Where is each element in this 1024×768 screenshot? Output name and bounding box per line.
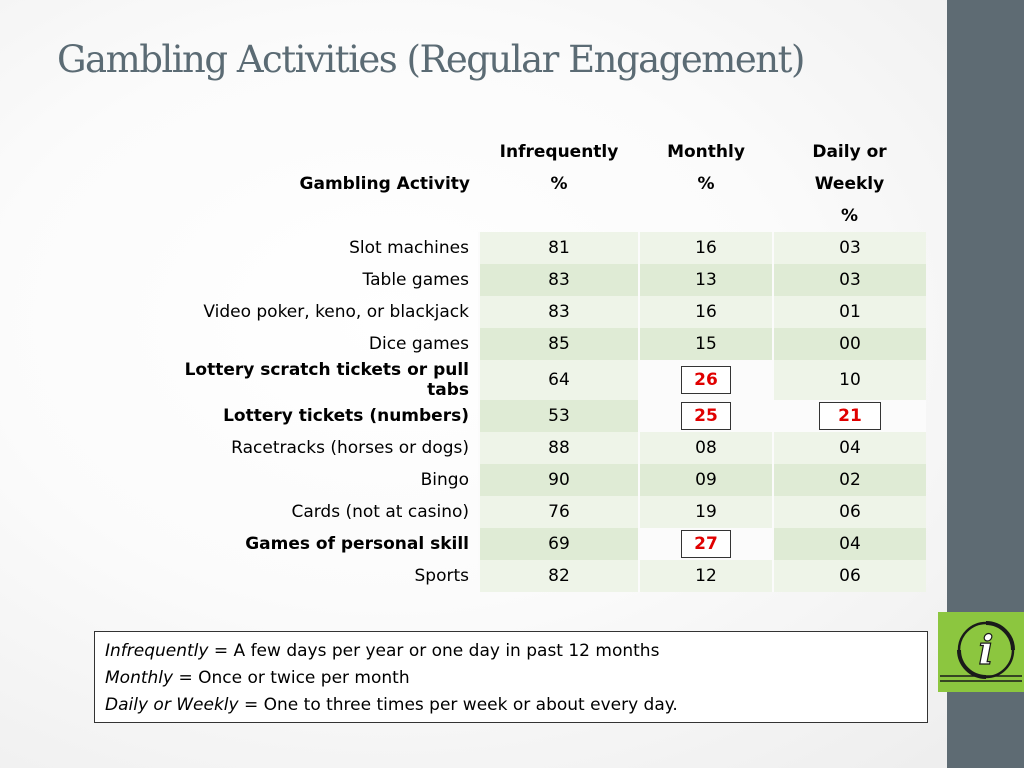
activity-name: Bingo	[420, 470, 469, 490]
monthly-value: 13	[638, 264, 773, 296]
daily-weekly-value: 06	[772, 560, 926, 592]
table-row: Racetracks (horses or dogs) 88 08 04	[142, 432, 926, 464]
table-header-row: Gambling Activity Infrequently % Monthly…	[142, 136, 926, 232]
table-row: Slot machines 81 16 03	[142, 232, 926, 264]
header-monthly: Monthly %	[639, 136, 773, 232]
daily-weekly-value: 00	[772, 328, 926, 360]
header-infrequently: Infrequently %	[479, 136, 639, 232]
header-gambling-activity: Gambling Activity	[299, 174, 470, 194]
activity-name: Slot machines	[349, 238, 469, 258]
highlight-box: 25	[681, 402, 731, 430]
activity-name: Video poker, keno, or blackjack	[203, 302, 469, 322]
infrequently-value: 90	[478, 464, 639, 496]
infrequently-value: 64	[478, 360, 639, 400]
table-row: Bingo 90 09 02	[142, 464, 926, 496]
infrequently-value: 81	[478, 232, 639, 264]
monthly-value: 09	[638, 464, 773, 496]
legend-term: Infrequently	[105, 641, 209, 661]
activity-name: Racetracks (horses or dogs)	[231, 438, 469, 458]
monthly-value: 08	[638, 432, 773, 464]
activity-name: Games of personal skill	[245, 534, 469, 554]
daily-weekly-value: 04	[772, 528, 926, 560]
page-title: Gambling Activities (Regular Engagement)	[57, 38, 805, 81]
header-daily-unit: %	[840, 206, 859, 226]
header-infrequently-unit: %	[550, 174, 568, 194]
monthly-value-highlight: 27	[638, 528, 773, 560]
header-monthly-label: Monthly	[667, 142, 745, 162]
definitions-legend: Infrequently = A few days per year or on…	[94, 631, 928, 723]
table-row: Games of personal skill 69 27 04	[142, 528, 926, 560]
legend-daily-weekly: Daily or Weekly = One to three times per…	[105, 692, 927, 719]
highlight-box: 21	[819, 402, 881, 430]
infrequently-value: 83	[478, 264, 639, 296]
header-daily-label-2: Weekly	[814, 174, 885, 194]
daily-weekly-value: 04	[772, 432, 926, 464]
legend-term: Daily or Weekly	[105, 695, 239, 715]
infrequently-value: 88	[478, 432, 639, 464]
daily-weekly-value-highlight: 21	[772, 400, 926, 432]
monthly-value: 15	[638, 328, 773, 360]
activity-name: Lottery tickets (numbers)	[223, 406, 469, 426]
table-row: Cards (not at casino) 76 19 06	[142, 496, 926, 528]
info-icon: i	[938, 612, 1024, 692]
table-row: Lottery scratch tickets or pull tabs 64 …	[142, 360, 926, 400]
svg-text:i: i	[978, 627, 993, 674]
legend-monthly: Monthly = Once or twice per month	[105, 665, 927, 692]
infrequently-value: 53	[478, 400, 639, 432]
table-row: Table games 83 13 03	[142, 264, 926, 296]
infrequently-value: 69	[478, 528, 639, 560]
legend-term: Monthly	[105, 668, 174, 688]
table-row: Video poker, keno, or blackjack 83 16 01	[142, 296, 926, 328]
table-row: Sports 82 12 06	[142, 560, 926, 592]
activity-name: Sports	[414, 566, 470, 586]
table-row: Lottery tickets (numbers) 53 25 21	[142, 400, 926, 432]
activity-name: Table games	[362, 270, 469, 290]
monthly-value-highlight: 26	[638, 360, 773, 400]
monthly-value: 16	[638, 296, 773, 328]
gambling-activity-table: Gambling Activity Infrequently % Monthly…	[142, 136, 926, 592]
monthly-value: 16	[638, 232, 773, 264]
infrequently-value: 83	[478, 296, 639, 328]
daily-weekly-value: 03	[772, 264, 926, 296]
daily-weekly-value: 02	[772, 464, 926, 496]
highlight-box: 27	[681, 530, 731, 558]
daily-weekly-value: 03	[772, 232, 926, 264]
activity-name: Dice games	[368, 334, 469, 354]
table-row: Dice games 85 15 00	[142, 328, 926, 360]
header-daily-label-1: Daily or	[812, 142, 887, 162]
legend-definition: = One to three times per week or about e…	[238, 695, 678, 715]
monthly-value: 19	[638, 496, 773, 528]
infrequently-value: 85	[478, 328, 639, 360]
header-infrequently-label: Infrequently	[499, 142, 619, 162]
daily-weekly-value: 06	[772, 496, 926, 528]
legend-infrequently: Infrequently = A few days per year or on…	[105, 638, 927, 665]
legend-definition: = A few days per year or one day in past…	[208, 641, 660, 661]
activity-name: Lottery scratch tickets or pull tabs	[184, 360, 469, 400]
highlight-box: 26	[681, 366, 731, 394]
daily-weekly-value: 10	[772, 360, 926, 400]
monthly-value: 12	[638, 560, 773, 592]
infrequently-value: 82	[478, 560, 639, 592]
daily-weekly-value: 01	[772, 296, 926, 328]
legend-definition: = Once or twice per month	[173, 668, 410, 688]
infrequently-value: 76	[478, 496, 639, 528]
monthly-value-highlight: 25	[638, 400, 773, 432]
header-daily-weekly: Daily or Weekly %	[773, 136, 926, 232]
header-monthly-unit: %	[697, 174, 715, 194]
activity-name: Cards (not at casino)	[291, 502, 469, 522]
